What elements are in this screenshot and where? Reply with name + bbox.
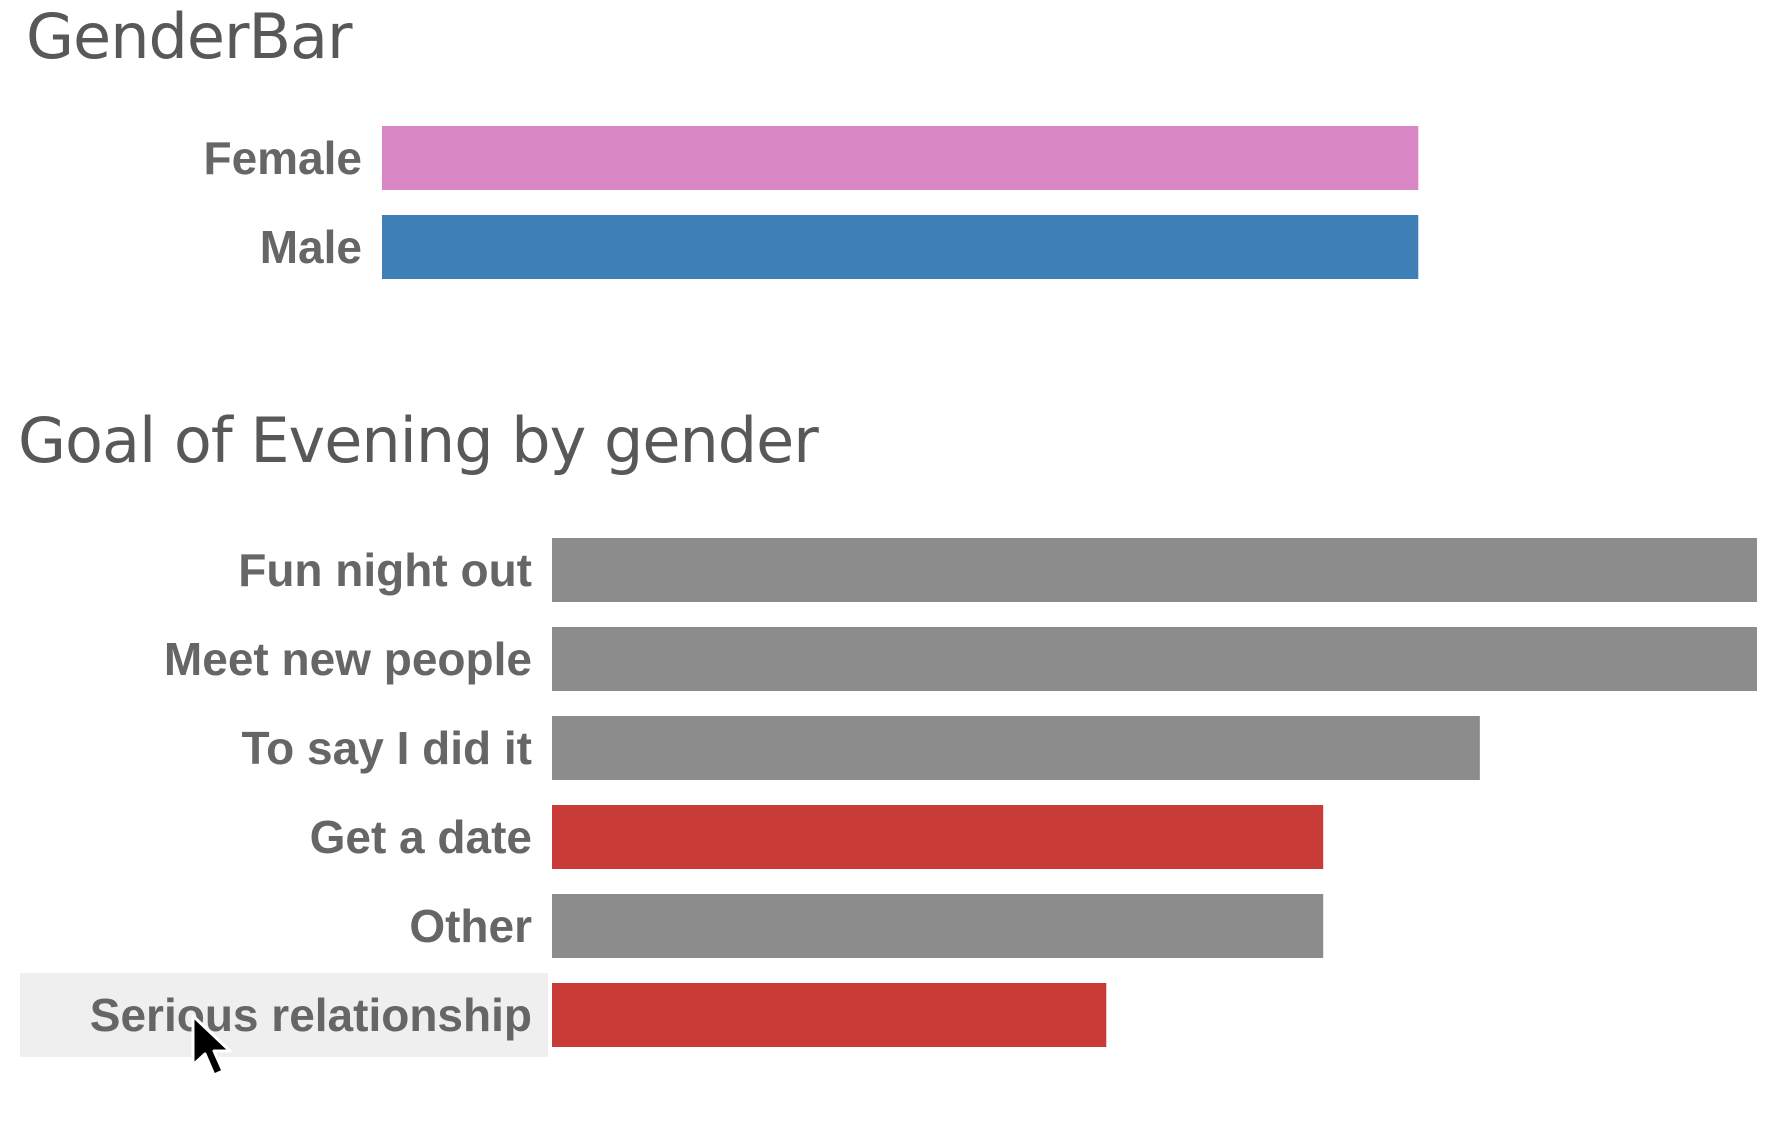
category-label-meet-new-people[interactable]: Meet new people <box>164 633 532 685</box>
bar-female[interactable] <box>382 126 1419 190</box>
bar-to-say-i-did-it[interactable] <box>552 716 1480 780</box>
bar-male[interactable] <box>382 215 1419 279</box>
goal-of-evening-bar-chart[interactable]: Fun night out Meet new people To say I did… <box>0 520 1774 1080</box>
category-label-other[interactable]: Other <box>409 900 532 952</box>
category-label-serious-relationship[interactable]: Serious relationship <box>90 989 532 1041</box>
category-label-male[interactable]: Male <box>260 221 362 273</box>
gender-bar-chart[interactable]: Female Male <box>0 100 1774 400</box>
bar-other[interactable] <box>552 894 1324 958</box>
goal-chart-title: Goal of Evening by gender <box>18 404 819 477</box>
category-label-female[interactable]: Female <box>203 132 362 184</box>
gender-chart-title: GenderBar <box>26 0 352 73</box>
category-label-to-say-i-did-it[interactable]: To say I did it <box>241 722 532 774</box>
bar-serious-relationship[interactable] <box>552 983 1107 1047</box>
bar-get-a-date[interactable] <box>552 805 1324 869</box>
category-label-fun-night-out[interactable]: Fun night out <box>238 544 532 596</box>
bar-fun-night-out[interactable] <box>552 538 1757 602</box>
bar-meet-new-people[interactable] <box>552 627 1757 691</box>
row-highlight <box>20 973 548 1057</box>
category-label-get-a-date[interactable]: Get a date <box>310 811 532 863</box>
